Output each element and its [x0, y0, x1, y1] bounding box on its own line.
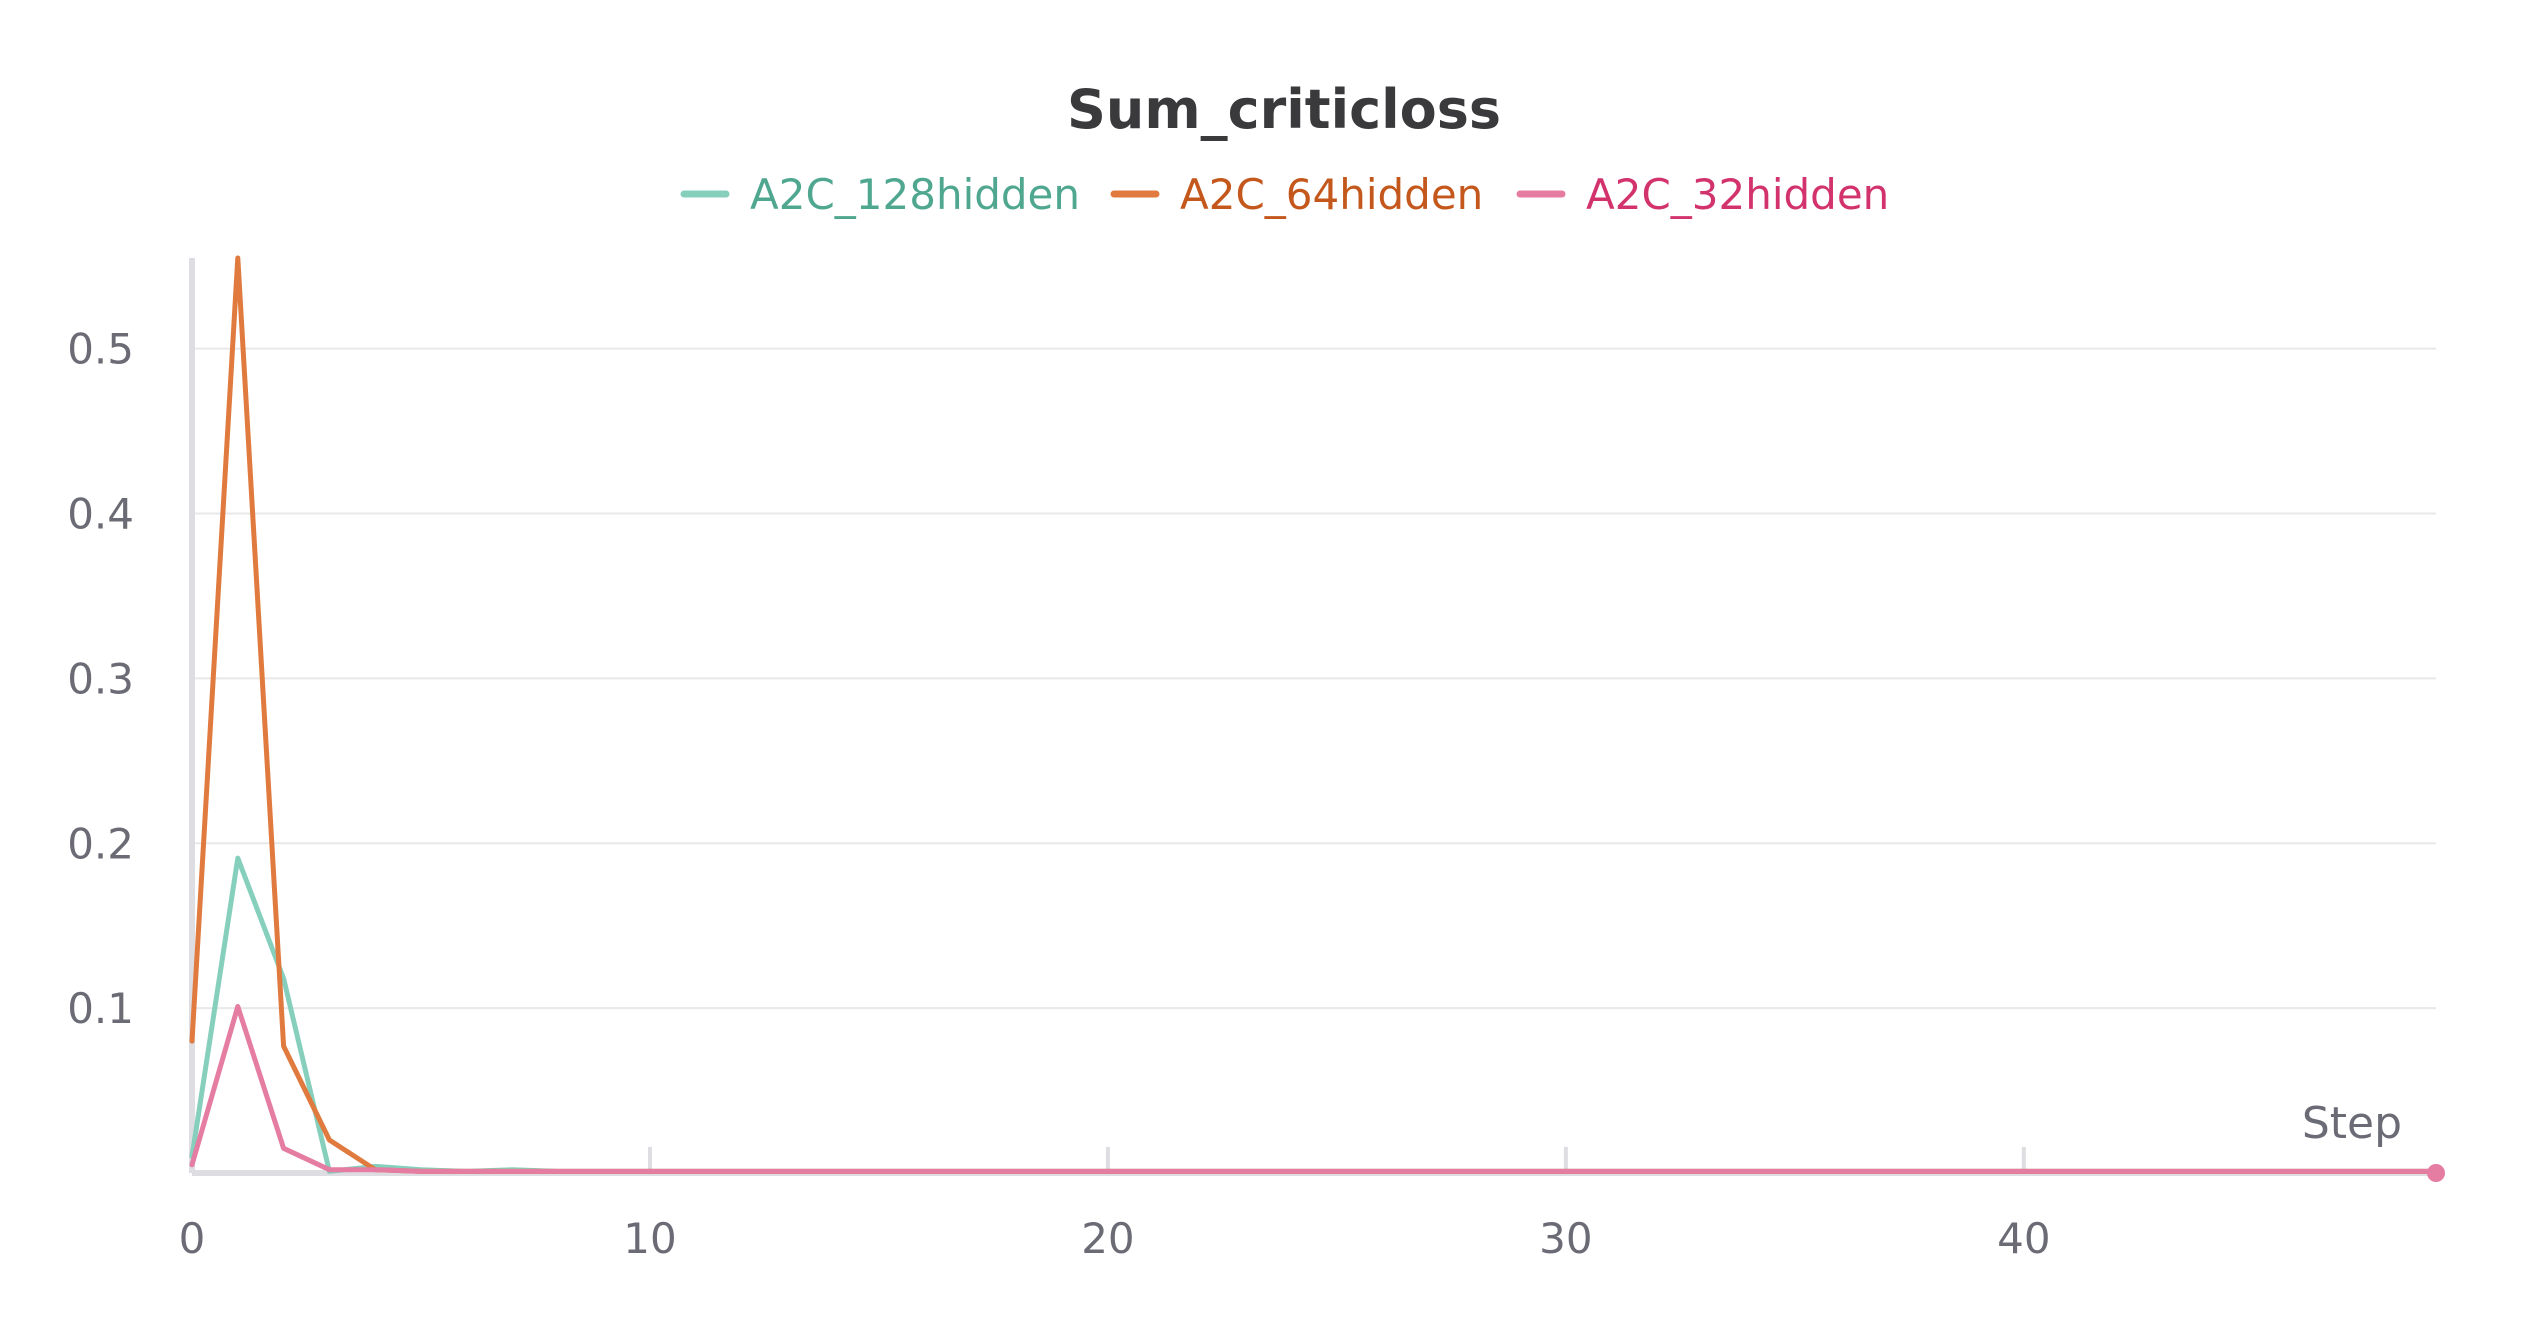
series-line-a2c-128hidden	[189, 855, 2439, 1174]
y-tick-label: 0.3	[67, 654, 134, 703]
legend-label: A2C_32hidden	[1586, 170, 1889, 219]
x-tick-label: 30	[1539, 1214, 1592, 1263]
y-tick-label: 0.4	[67, 490, 134, 539]
y-tick-label: 0.5	[67, 325, 134, 374]
x-axis-label: Step	[2302, 1098, 2402, 1149]
grid-lines	[192, 347, 2436, 1010]
axes: 0.1 0.2 0.3 0.4 0.5 0 10 20 30 40	[67, 258, 2436, 1263]
series-line-a2c-32hidden	[189, 1004, 2439, 1174]
legend-label: A2C_128hidden	[750, 170, 1080, 219]
end-markers	[2427, 1164, 2445, 1182]
chart-title: Sum_criticloss	[1067, 78, 1501, 141]
chart-legend: A2C_128hidden A2C_64hidden A2C_32hidden	[680, 170, 1889, 219]
series-line-a2c-64hidden	[189, 255, 2439, 1174]
x-tick-label: 40	[1997, 1214, 2050, 1263]
legend-label: A2C_64hidden	[1180, 170, 1483, 219]
series-end-point	[2427, 1164, 2445, 1182]
y-tick-label: 0.2	[67, 819, 134, 868]
x-tick-label: 10	[623, 1214, 676, 1263]
x-tick-label: 0	[179, 1214, 206, 1263]
y-tick-label: 0.1	[67, 984, 134, 1033]
x-tick-label: 20	[1081, 1214, 1134, 1263]
series-lines	[189, 255, 2439, 1174]
